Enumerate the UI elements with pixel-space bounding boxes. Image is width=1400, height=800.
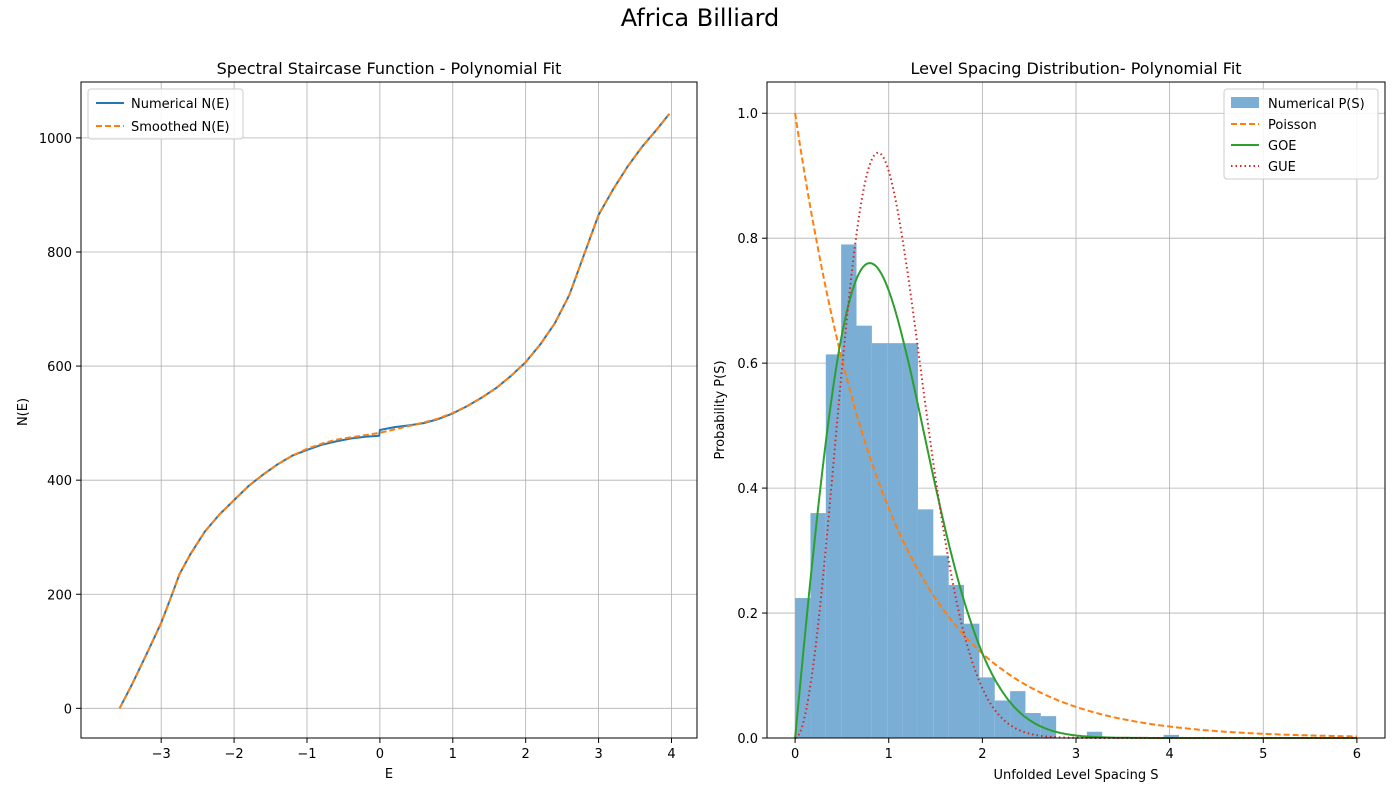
figure-title: Africa Billiard: [621, 4, 780, 32]
histogram-bar: [871, 343, 888, 738]
spacing-ytick-label: 0.6: [737, 357, 758, 372]
staircase-xtick-label: 1: [449, 747, 457, 762]
curve-gue-line: [794, 151, 1357, 739]
spacing-legend-box: [1223, 88, 1379, 180]
histogram-bar: [825, 354, 842, 738]
histogram-bar: [887, 343, 903, 738]
spacing-xtick-label: 6: [1353, 747, 1361, 762]
spacing-xtick-label: 2: [978, 747, 986, 762]
spacing-title: Level Spacing Distribution- Polynomial F…: [910, 59, 1241, 78]
legend-poisson-label: Poisson: [1268, 118, 1317, 133]
spacing-ytick-label: 0.0: [737, 732, 758, 747]
histogram-bar: [841, 244, 857, 738]
staircase-grid: [81, 82, 697, 738]
staircase-xtick-label: −3: [152, 747, 171, 762]
histogram-bar: [917, 509, 934, 738]
series-numerical-n-e-line: [118, 113, 671, 709]
histogram-bar: [856, 325, 872, 738]
spacing-histogram: [795, 244, 1179, 738]
spacing-ticks: 0 1 2 3 4 5 6 0.0 0.2 0.4 0.6 0.8 1.0: [737, 107, 1361, 762]
staircase-ytick-label: 200: [47, 588, 72, 603]
histogram-bar: [902, 343, 918, 738]
staircase-ytick-label: 600: [47, 360, 72, 375]
histogram-bar: [1086, 731, 1103, 738]
staircase-ylabel: N(E): [16, 398, 31, 426]
spacing-xtick-label: 3: [1072, 747, 1080, 762]
curve-poisson-line: [794, 113, 1357, 738]
legend-histogram-swatch: [1231, 97, 1259, 108]
staircase-ticks: −3 −2 −1 0 1 2 3 4 0 200 400 600 800 1000: [39, 132, 676, 762]
staircase-legend-box: [87, 88, 244, 140]
staircase-xtick-label: 0: [376, 747, 384, 762]
spacing-xtick-label: 1: [885, 747, 893, 762]
spacing-ytick-label: 0.2: [737, 607, 758, 622]
histogram-bar: [1163, 734, 1179, 738]
series-smoothed-n-e-line: [118, 113, 671, 709]
histogram-bar: [979, 677, 995, 738]
histogram-bar: [1040, 716, 1057, 738]
spacing-legend: Numerical P(S) Poisson GOE GUE: [1223, 88, 1379, 180]
histogram-bar: [1010, 691, 1026, 738]
staircase-xlabel: E: [385, 767, 393, 782]
legend-smoothed-ne-label: Smoothed N(E): [131, 120, 230, 135]
spacing-xlabel: Unfolded Level Spacing S: [993, 768, 1158, 783]
histogram-bar: [810, 513, 826, 738]
spacing-ylabel: Probability P(S): [713, 360, 728, 459]
spacing-xtick-label: 5: [1259, 747, 1267, 762]
spacing-ytick-label: 0.8: [737, 232, 758, 247]
spacing-panel: Level Spacing Distribution- Polynomial F…: [713, 59, 1386, 783]
histogram-bar: [933, 555, 949, 738]
staircase-panel: Spectral Staircase Function - Polynomial…: [16, 59, 698, 782]
staircase-xtick-label: −2: [225, 747, 244, 762]
staircase-ytick-label: 1000: [39, 132, 72, 147]
staircase-xtick-label: −1: [297, 747, 316, 762]
staircase-series: [118, 113, 671, 709]
spacing-ytick-label: 0.4: [737, 482, 758, 497]
staircase-ytick-label: 800: [47, 246, 72, 261]
spacing-xtick-label: 4: [1165, 747, 1173, 762]
histogram-bar: [994, 700, 1011, 738]
staircase-xtick-label: 2: [522, 747, 530, 762]
staircase-axes-frame: [80, 81, 698, 739]
legend-numerical-ne-label: Numerical N(E): [131, 97, 230, 112]
staircase-ytick-label: 0: [64, 702, 72, 717]
legend-histogram-label: Numerical P(S): [1268, 97, 1365, 112]
staircase-legend: Numerical N(E) Smoothed N(E): [87, 88, 244, 140]
legend-gue-label: GUE: [1268, 160, 1296, 175]
spacing-ytick-label: 1.0: [737, 107, 758, 122]
legend-goe-label: GOE: [1268, 139, 1297, 154]
spacing-axes-frame: [766, 81, 1386, 739]
histogram-bar: [964, 623, 980, 738]
staircase-ytick-label: 400: [47, 474, 72, 489]
staircase-xtick-label: 4: [667, 747, 675, 762]
staircase-title: Spectral Staircase Function - Polynomial…: [217, 59, 562, 78]
histogram-bar: [948, 584, 965, 738]
spacing-xtick-label: 0: [791, 747, 799, 762]
staircase-xtick-label: 3: [594, 747, 602, 762]
